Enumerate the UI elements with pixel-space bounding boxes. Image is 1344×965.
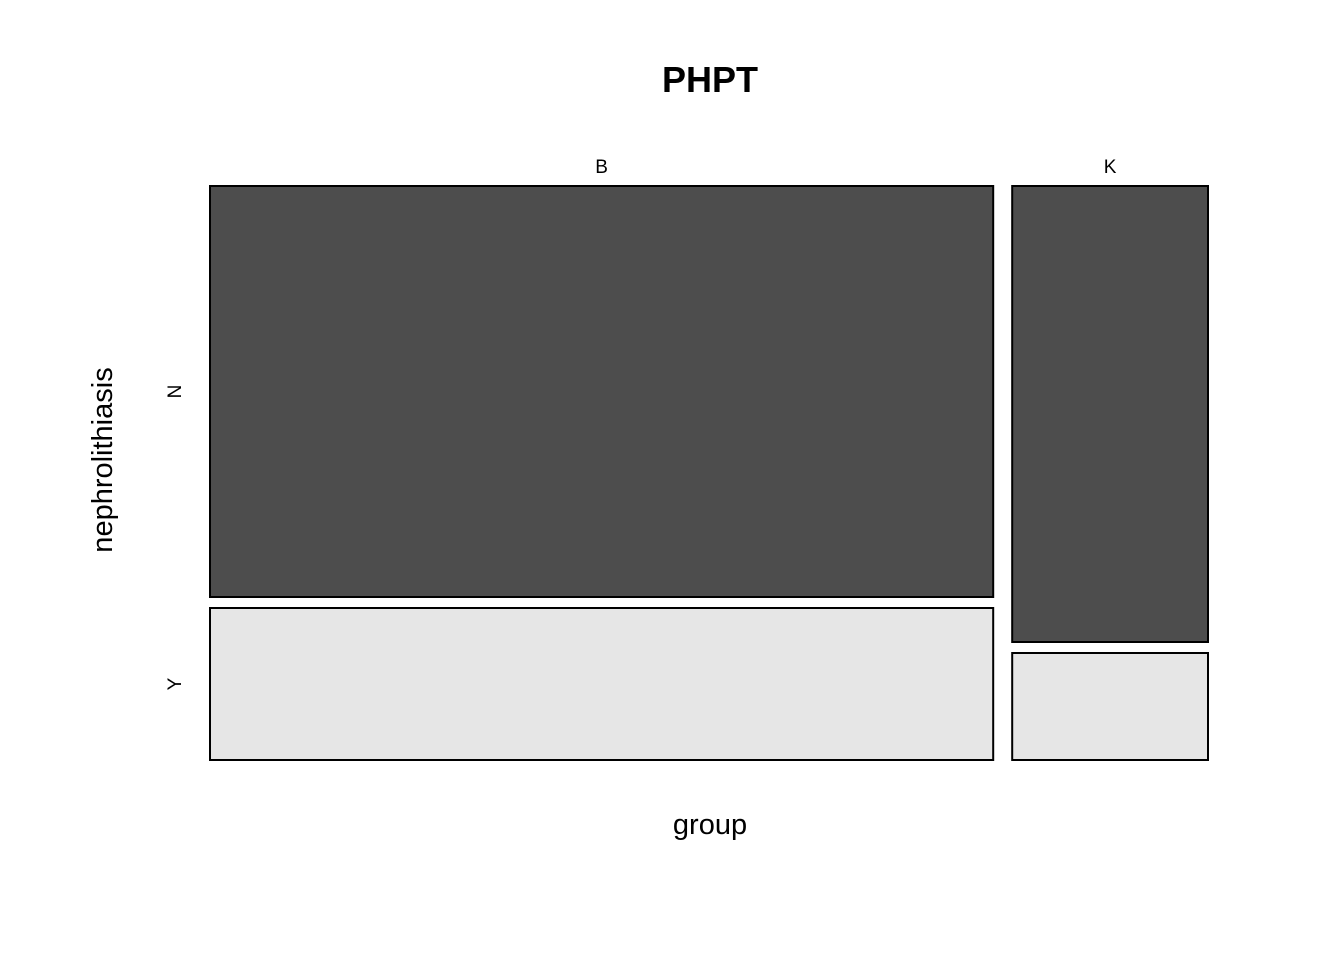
x-axis-label: group [673,809,747,841]
tile-b-n [209,185,995,598]
y-tick-label-n: N [165,385,186,399]
y-tick-labels: NY [165,385,186,691]
mosaic-tiles [209,185,1210,761]
tile-k-n [1011,185,1210,643]
x-tick-label-k: K [1104,157,1117,178]
chart-title: PHPT [662,59,758,100]
x-tick-label-b: B [595,157,608,178]
y-tick-label-y: Y [165,677,186,690]
tile-b-y [209,607,995,761]
tile-k-y [1011,652,1210,761]
y-axis-label: nephrolithiasis [87,367,119,552]
